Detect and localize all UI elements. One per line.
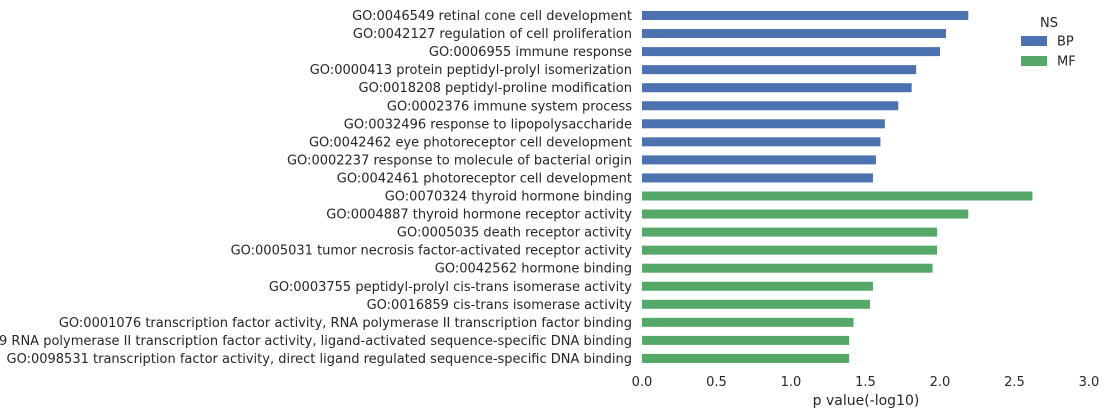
bar-mf xyxy=(642,317,854,327)
category-label: GO:0042127 regulation of cell proliferat… xyxy=(353,27,632,42)
category-label: GO:0005035 death receptor activity xyxy=(397,226,632,241)
legend-title: NS xyxy=(1040,16,1058,31)
category-label: GO:0004879 RNA polymerase II transcripti… xyxy=(0,334,632,349)
category-label: GO:0032496 response to lipopolysaccharid… xyxy=(344,117,632,132)
bar-mf xyxy=(642,191,1033,201)
bar-bp xyxy=(642,65,917,75)
category-label: GO:0006955 immune response xyxy=(429,45,632,60)
category-label: GO:0000413 protein peptidyl-prolyl isome… xyxy=(310,63,632,78)
category-label: GO:0070324 thyroid hormone binding xyxy=(385,190,632,205)
bar-bp xyxy=(642,137,881,147)
x-tick-label: 2.5 xyxy=(1004,375,1025,390)
x-tick-label: 3.0 xyxy=(1079,375,1100,390)
bar-mf xyxy=(642,353,850,363)
category-label: GO:0002237 response to molecule of bacte… xyxy=(287,153,632,168)
bar-bp xyxy=(642,119,885,129)
legend-swatch-bp xyxy=(1021,36,1047,46)
category-label: GO:0003755 peptidyl-prolyl cis-trans iso… xyxy=(269,280,632,295)
x-axis-label: p value(-log10) xyxy=(813,393,920,409)
category-label: GO:0042562 hormone binding xyxy=(435,262,632,277)
x-tick-label: 1.0 xyxy=(781,375,802,390)
bar-mf xyxy=(642,263,933,273)
x-tick-labels-group: 0.0 0.5 1.0 1.5 2.0 2.5 3.0 xyxy=(632,375,1100,390)
category-label: GO:0046549 retinal cone cell development xyxy=(352,9,632,24)
bar-bp xyxy=(642,11,969,20)
legend-label-bp: BP xyxy=(1057,35,1074,50)
bar-bp xyxy=(642,29,946,39)
bar-mf xyxy=(642,227,938,237)
category-label: GO:0002376 immune system process xyxy=(387,99,632,114)
legend: NS BP MF xyxy=(1021,16,1076,70)
bar-mf xyxy=(642,335,850,345)
bar-mf xyxy=(642,209,969,219)
category-label: GO:0042461 photoreceptor cell developmen… xyxy=(337,171,632,186)
legend-swatch-mf xyxy=(1021,56,1047,66)
x-tick-label: 0.0 xyxy=(632,375,653,390)
x-tick-label: 2.0 xyxy=(930,375,951,390)
category-label: GO:0016859 cis-trans isomerase activity xyxy=(367,298,633,313)
bar-mf xyxy=(642,281,873,291)
bar-bp xyxy=(642,173,873,183)
bar-mf xyxy=(642,299,870,309)
bar-bp xyxy=(642,101,899,111)
bar-bp xyxy=(642,47,940,57)
category-label: GO:0005031 tumor necrosis factor-activat… xyxy=(231,244,633,259)
category-label: GO:0001076 transcription factor activity… xyxy=(59,316,632,331)
category-labels-group: GO:0046549 retinal cone cell development… xyxy=(0,9,632,367)
category-label: GO:0042462 eye photoreceptor cell develo… xyxy=(309,135,632,150)
bar-bp xyxy=(642,83,912,93)
bars-group xyxy=(642,11,1033,363)
category-label: GO:0098531 transcription factor activity… xyxy=(7,352,632,367)
category-label: GO:0004887 thyroid hormone receptor acti… xyxy=(326,208,632,223)
bar-mf xyxy=(642,245,938,255)
x-tick-label: 0.5 xyxy=(706,375,727,390)
category-label: GO:0018208 peptidyl-proline modification xyxy=(359,81,633,96)
x-tick-label: 1.5 xyxy=(855,375,876,390)
legend-label-mf: MF xyxy=(1057,55,1076,70)
bar-bp xyxy=(642,155,876,165)
